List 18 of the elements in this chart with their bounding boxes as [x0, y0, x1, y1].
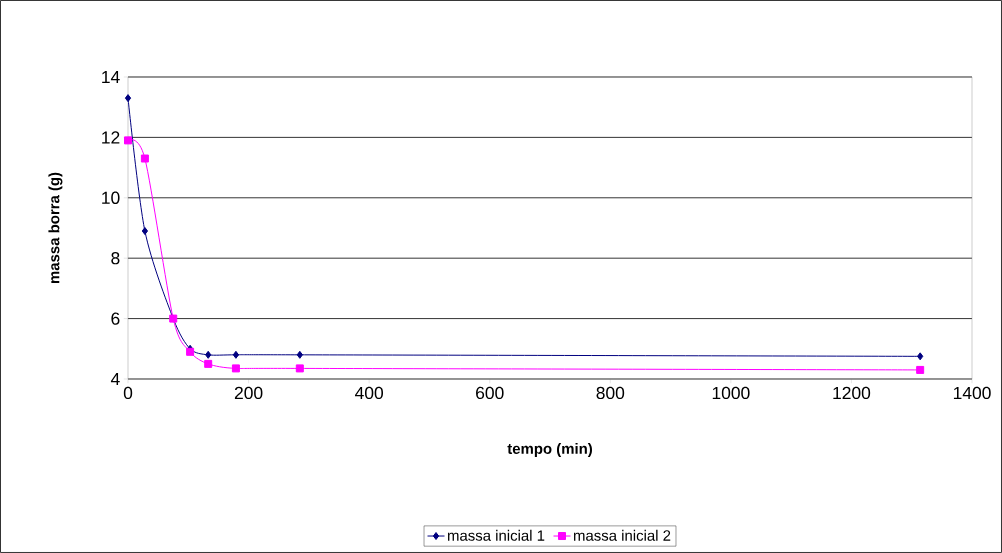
x-tick-label: 600 — [476, 386, 504, 400]
y-tick-label: 4 — [110, 372, 120, 385]
y-tick-label: 14 — [102, 70, 120, 83]
y-tick-label: 6 — [111, 312, 120, 325]
legend-label: massa inicial 1 — [448, 529, 545, 541]
y-axis-title: massa borra (g) — [48, 172, 63, 284]
x-axis-title: tempo (min) — [507, 442, 593, 457]
y-tick-label: 8 — [111, 252, 120, 265]
x-tick-label: 1400 — [953, 386, 991, 400]
x-tick-label: 0 — [123, 386, 133, 400]
x-tick-label: 1000 — [712, 386, 750, 400]
x-tick-label: 1200 — [833, 386, 871, 400]
x-tick-label: 200 — [234, 386, 263, 400]
x-tick-label: 400 — [355, 386, 384, 400]
y-tick-label: 12 — [102, 131, 120, 144]
legend-label: massa inicial 2 — [573, 529, 671, 541]
y-tick-label: 10 — [102, 191, 120, 204]
x-tick-label: 800 — [596, 386, 625, 400]
